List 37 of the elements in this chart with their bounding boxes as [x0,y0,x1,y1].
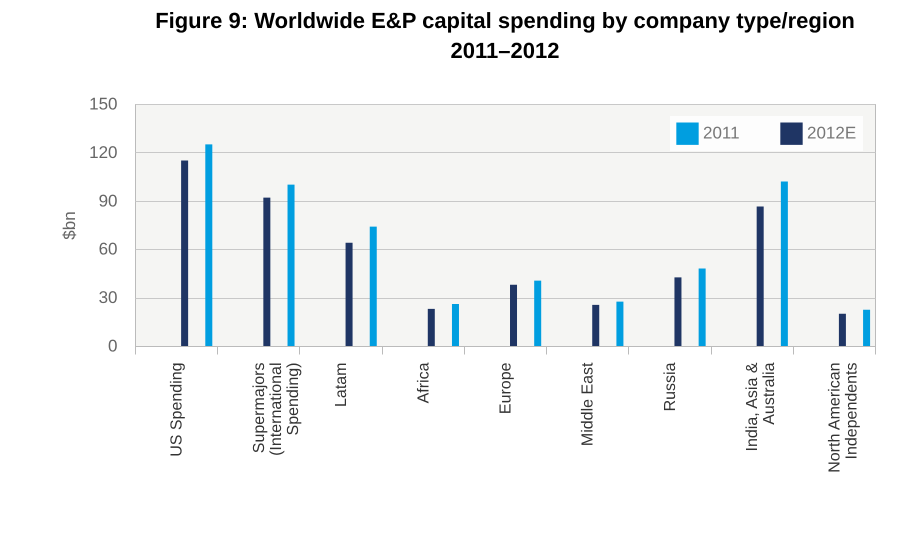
y-axis-title: $bn [60,211,80,240]
x-tick-label: Supermajors (International Spending) [250,362,302,456]
bar [181,160,188,346]
x-tick-label: North American Independents [826,362,860,473]
bar [205,144,212,346]
bar [428,308,435,346]
y-tick-label: 0 [108,336,118,356]
bar [592,304,600,346]
x-tick-label: US Spending [168,362,186,457]
x-tick-label: Europe [498,362,514,414]
y-tick-label: 30 [98,288,118,308]
x-tick-label: Latam [333,362,350,407]
bar [780,181,788,346]
bar [756,206,764,346]
bar [698,268,706,346]
x-tick-label: Middle East [580,362,597,446]
bar [838,314,846,346]
chart-title: Figure 9: Worldwide E&P capital spending by company type/region 2011–2012 [155,8,855,63]
bar [510,284,518,346]
y-tick-label: 60 [98,240,118,259]
x-tick-label: Africa [415,362,432,404]
legend-label: 2012E [807,124,856,143]
bar [263,198,270,346]
bar [370,226,377,346]
y-tick-label: 120 [89,142,118,162]
bar [288,184,295,346]
bar [534,280,542,346]
legend-label: 2011 [703,124,740,143]
x-tick-label: Russia [662,362,679,412]
bar [674,277,682,346]
x-tick-label: India, Asia & Australia [744,362,778,452]
y-tick-label: 150 [89,94,118,114]
bar [452,304,459,346]
bar [346,242,353,346]
y-tick-label: 90 [98,191,118,210]
bar [863,310,870,346]
bar [616,302,624,346]
